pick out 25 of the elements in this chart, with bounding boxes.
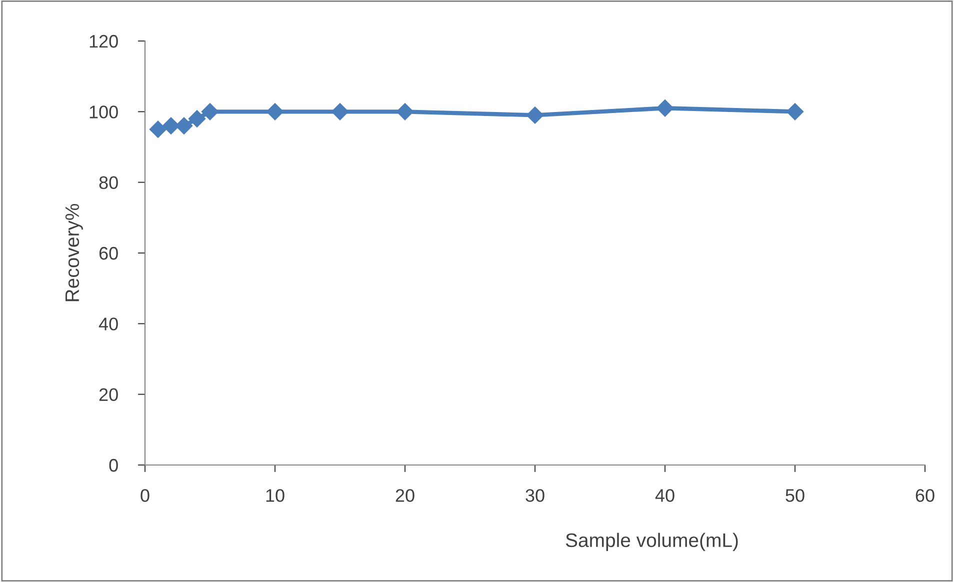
x-tick-label: 30 xyxy=(526,489,544,502)
point xyxy=(331,103,349,120)
x-tick-label: 20 xyxy=(396,489,414,502)
y-axis-title: Recovery% xyxy=(65,204,83,302)
x-tick-label: 40 xyxy=(655,489,674,502)
x-tick-label: 0 xyxy=(140,489,150,502)
y-tick-label: 0 xyxy=(109,458,118,472)
y-tick-label: 20 xyxy=(99,388,118,402)
point xyxy=(201,103,219,120)
point xyxy=(786,103,804,120)
y-tick-label: 40 xyxy=(98,318,118,330)
point xyxy=(188,110,206,128)
point xyxy=(396,103,414,120)
y-tick-label: 80 xyxy=(99,176,118,190)
point xyxy=(266,103,284,120)
point xyxy=(149,120,167,138)
y-tick-label: 120 xyxy=(90,34,118,48)
y-tick-label: 100 xyxy=(90,106,118,118)
x-tick-label: 10 xyxy=(266,489,284,502)
point xyxy=(656,100,674,117)
x-axis-title: Sample volume(mL) xyxy=(566,532,738,551)
point xyxy=(526,106,544,124)
y-tick-label: 60 xyxy=(99,246,118,260)
x-tick-label: 50 xyxy=(786,489,804,502)
x-tick-label: 60 xyxy=(916,489,934,502)
